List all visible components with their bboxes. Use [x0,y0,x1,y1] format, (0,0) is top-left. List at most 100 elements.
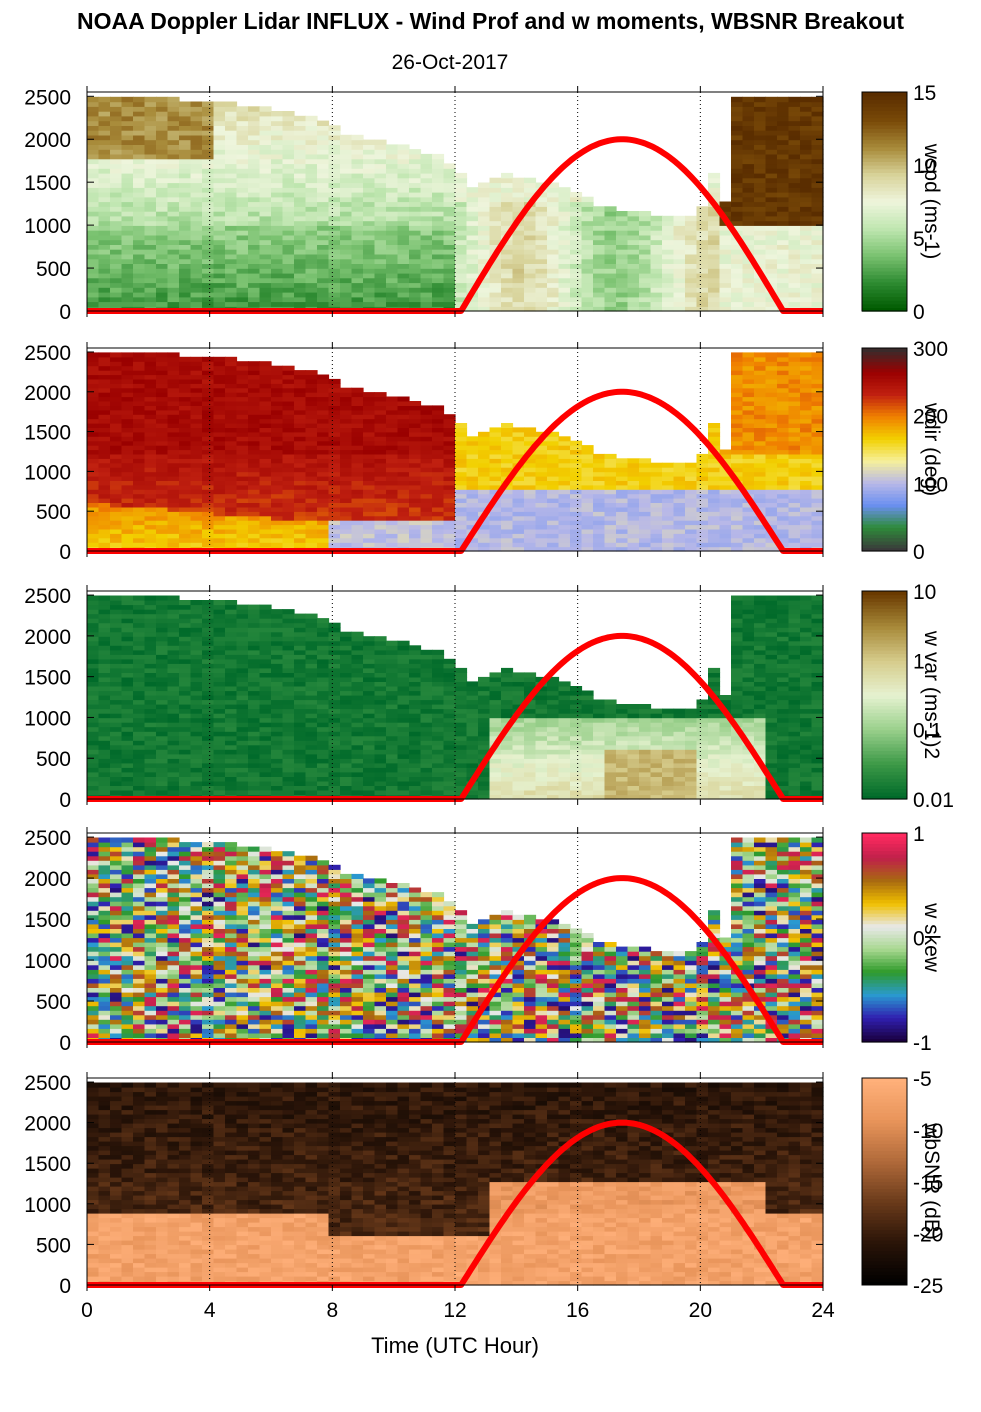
heatmap-cell [627,467,640,473]
heatmap-cell [374,301,387,307]
heatmap-cell [248,365,261,371]
heatmap-cell [87,431,100,437]
heatmap-cell [777,158,790,165]
heatmap-cell [328,498,341,503]
heatmap-cell [98,268,111,274]
heatmap-cell [190,196,203,203]
heatmap-cell [305,378,318,384]
heatmap-cell [213,272,226,279]
heatmap-cell [685,268,698,274]
heatmap-cells [87,352,824,552]
heatmap-cell [443,493,456,499]
heatmap-cell [363,158,376,165]
heatmap-cell [340,409,353,415]
heatmap-cell [110,636,123,642]
heatmap-cell [317,277,330,284]
heatmap-cell [639,215,652,222]
heatmap-cell [570,206,583,212]
heatmap-cell [800,249,813,255]
heatmap-cell [374,489,387,495]
heatmap-cell [731,130,744,136]
heatmap-cell [777,234,790,241]
heatmap-cell [558,484,571,490]
heatmap-cell [340,215,353,222]
heatmap-cell [558,253,571,260]
heatmap-cell [593,225,606,231]
colorbar-label: wspd (ms-1) [920,143,943,260]
heatmap-cell [294,130,307,136]
heatmap-cell [420,211,433,217]
heatmap-cell [489,239,502,245]
heatmap-cell [363,225,376,231]
heatmap-cell [754,546,767,552]
heatmap-cell [731,306,744,312]
heatmap-cell [512,515,525,521]
heatmap-cell [190,476,203,481]
heatmap-cell [156,272,169,279]
heatmap-cell [236,206,249,212]
heatmap-cell [650,244,663,250]
heatmap-cell [328,287,341,293]
heatmap-cell [133,401,146,406]
heatmap-cell [202,239,215,245]
heatmap-cell [87,125,100,131]
heatmap-cell [409,431,422,437]
heatmap-cell [190,187,203,193]
heatmap-cell [271,296,284,303]
heatmap-cell [110,187,123,193]
heatmap-cell [156,296,169,303]
heatmap-cell [110,365,123,371]
heatmap-cell [765,458,778,464]
colorbar-step [862,128,907,133]
heatmap-cell [328,414,341,420]
heatmap-cell [121,365,134,371]
heatmap-cell [524,239,537,245]
heatmap-cell [616,306,629,312]
heatmap-cell [524,528,537,534]
heatmap-cell [317,515,330,521]
heatmap-cell [800,449,813,455]
colorbar-step [862,378,907,383]
heatmap-cell [420,405,433,411]
heatmap-cell [420,436,433,442]
heatmap-cell [98,731,111,737]
heatmap-cell [294,489,307,495]
heatmap-cell [317,187,330,193]
heatmap-cell [432,449,445,455]
heatmap-cell [98,253,111,260]
heatmap-cell [386,453,399,459]
heatmap-cell [87,277,100,284]
heatmap-cell [432,502,445,508]
heatmap-cell [524,249,537,255]
heatmap-cell [374,462,387,468]
heatmap-cell [133,489,146,495]
heatmap-cell [443,498,456,503]
heatmap-cell [340,134,353,141]
heatmap-cell [535,249,548,255]
heatmap-cell [443,249,456,255]
heatmap-cell [328,431,341,437]
heatmap-cell [213,115,226,122]
heatmap-cell [282,440,295,446]
heatmap-cell [524,234,537,241]
heatmap-cell [662,230,675,236]
heatmap-cell [650,220,663,226]
heatmap-cell [144,663,157,669]
heatmap-cell [489,427,502,433]
heatmap-cell [627,484,640,490]
heatmap-cell [271,211,284,217]
heatmap-cell [765,405,778,411]
heatmap-cell [213,462,226,468]
heatmap-cell [397,168,410,174]
heatmap-cell [110,672,123,678]
heatmap-cell [110,249,123,255]
heatmap-cell [202,445,215,451]
heatmap-cell [98,239,111,245]
heatmap-cell [87,268,100,274]
colorbar-step [862,388,907,393]
heatmap-cell [754,387,767,393]
heatmap-cell [110,699,123,705]
heatmap-cell [225,287,238,293]
heatmap-cell [271,511,284,517]
heatmap-cell [777,230,790,236]
